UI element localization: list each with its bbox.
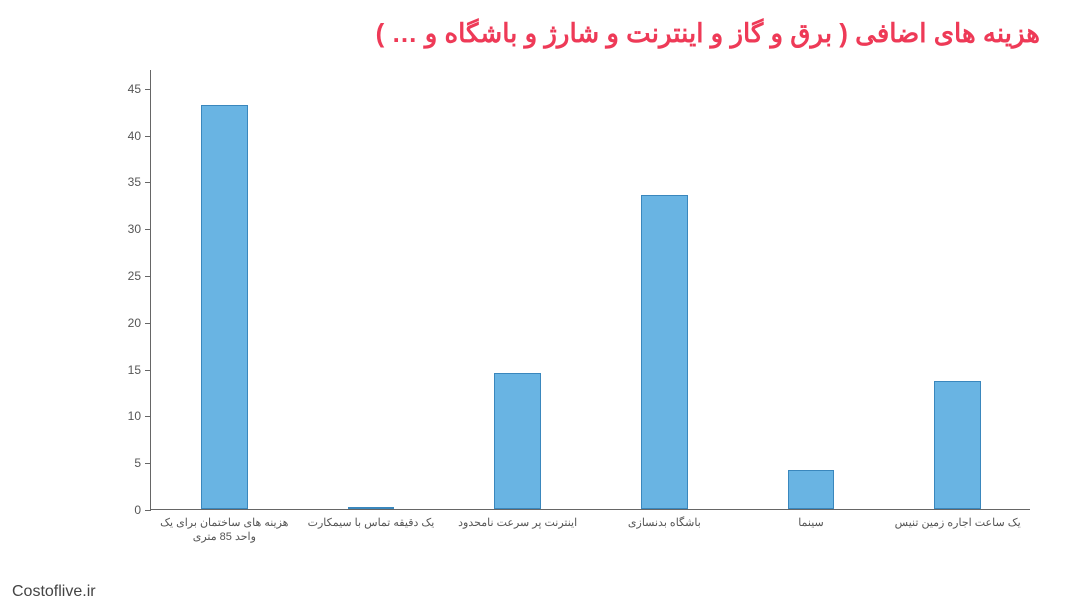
y-tick (145, 416, 151, 417)
y-tick (145, 276, 151, 277)
x-tick-label: سینما (740, 516, 883, 530)
bar (348, 507, 395, 509)
plot-region: 051015202530354045هزینه های ساختمان برای… (150, 70, 1030, 510)
y-tick-label: 30 (111, 222, 141, 236)
y-tick-label: 0 (111, 503, 141, 517)
chart-title: هزینه های اضافی ( برق و گاز و اینترنت و … (0, 18, 1040, 49)
bar (201, 105, 248, 509)
y-tick (145, 136, 151, 137)
y-tick (145, 510, 151, 511)
y-tick-label: 35 (111, 175, 141, 189)
y-tick-label: 20 (111, 316, 141, 330)
y-tick (145, 323, 151, 324)
y-tick (145, 89, 151, 90)
y-tick (145, 370, 151, 371)
y-tick-label: 45 (111, 82, 141, 96)
footer-source: Costoflive.ir (12, 583, 96, 601)
y-tick (145, 463, 151, 464)
x-tick-label: هزینه های ساختمان برای یک واحد 85 متری (153, 516, 296, 545)
y-tick-label: 15 (111, 363, 141, 377)
x-tick-label: یک دقیقه تماس با سیمکارت (300, 516, 443, 530)
x-tick-label: اینترنت پر سرعت نامحدود (446, 516, 589, 530)
y-tick-label: 10 (111, 409, 141, 423)
bar (641, 195, 688, 509)
chart-area: 051015202530354045هزینه های ساختمان برای… (110, 70, 1030, 540)
y-tick (145, 229, 151, 230)
x-tick-label: باشگاه بدنسازی (593, 516, 736, 530)
x-tick-label: یک ساعت اجاره زمین تنیس (886, 516, 1029, 530)
y-tick (145, 182, 151, 183)
bar (934, 381, 981, 509)
bar (494, 373, 541, 509)
y-tick-label: 25 (111, 269, 141, 283)
bar (788, 470, 835, 509)
y-tick-label: 40 (111, 129, 141, 143)
y-tick-label: 5 (111, 456, 141, 470)
